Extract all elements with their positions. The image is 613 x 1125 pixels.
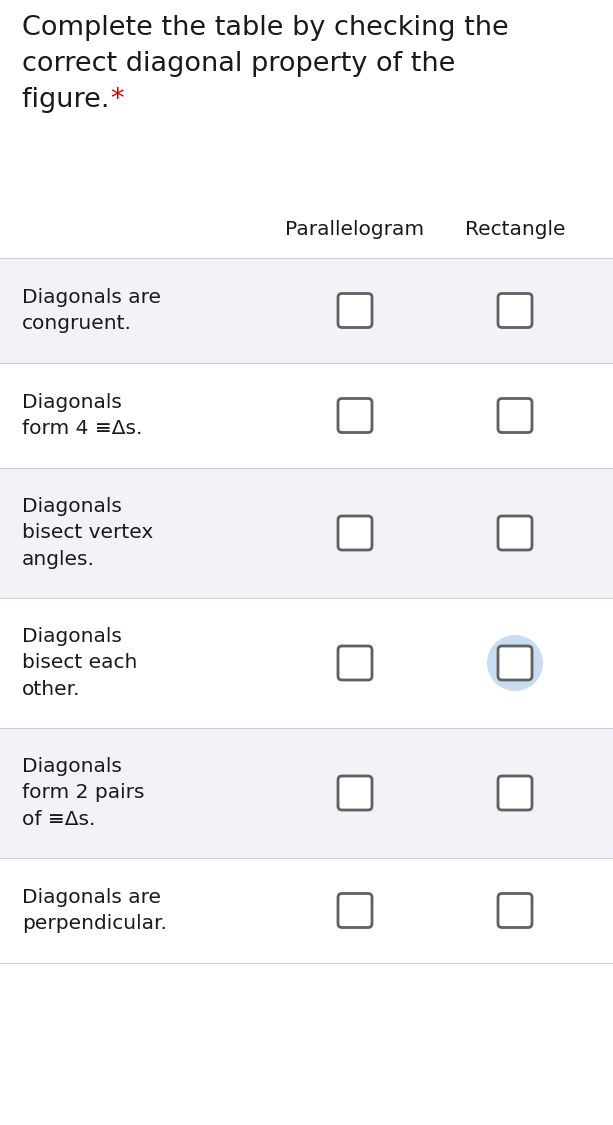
Text: Rectangle: Rectangle	[465, 220, 565, 238]
Text: Diagonals
bisect each
other.: Diagonals bisect each other.	[22, 627, 137, 699]
Text: Diagonals are
congruent.: Diagonals are congruent.	[22, 288, 161, 333]
FancyBboxPatch shape	[498, 646, 532, 680]
Text: figure.: figure.	[22, 87, 118, 112]
Bar	[0, 728, 613, 858]
Text: Diagonals
form 4 ≡Δs.: Diagonals form 4 ≡Δs.	[22, 393, 142, 439]
Text: Complete the table by checking the: Complete the table by checking the	[22, 15, 509, 40]
FancyBboxPatch shape	[498, 516, 532, 550]
FancyBboxPatch shape	[338, 646, 372, 680]
FancyBboxPatch shape	[338, 776, 372, 810]
Bar	[0, 363, 613, 468]
Bar	[0, 598, 613, 728]
Bar	[0, 258, 613, 363]
Text: Diagonals
form 2 pairs
of ≡Δs.: Diagonals form 2 pairs of ≡Δs.	[22, 757, 145, 829]
Text: Diagonals
bisect vertex
angles.: Diagonals bisect vertex angles.	[22, 497, 153, 569]
Text: Diagonals are
perpendicular.: Diagonals are perpendicular.	[22, 888, 167, 934]
FancyBboxPatch shape	[498, 294, 532, 327]
FancyBboxPatch shape	[498, 398, 532, 432]
FancyBboxPatch shape	[498, 776, 532, 810]
FancyBboxPatch shape	[498, 893, 532, 927]
Text: Parallelogram: Parallelogram	[286, 220, 425, 238]
FancyBboxPatch shape	[338, 294, 372, 327]
Text: correct diagonal property of the: correct diagonal property of the	[22, 51, 455, 76]
Bar	[0, 858, 613, 963]
FancyBboxPatch shape	[338, 516, 372, 550]
FancyBboxPatch shape	[338, 398, 372, 432]
Text: *: *	[110, 87, 123, 112]
FancyBboxPatch shape	[338, 893, 372, 927]
Bar	[0, 468, 613, 598]
Circle shape	[487, 634, 543, 691]
